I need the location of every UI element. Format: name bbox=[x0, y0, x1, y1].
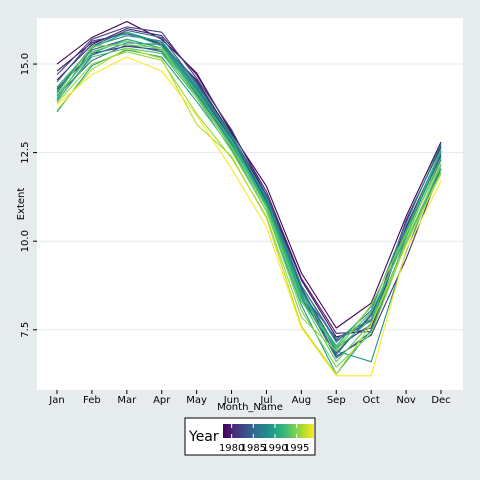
series-line bbox=[56, 20, 442, 329]
legend-tick-label: 1980 bbox=[219, 443, 244, 454]
y-axis-title: Extent bbox=[16, 188, 27, 221]
y-tick-label: 10.0 bbox=[20, 230, 31, 252]
x-axis-ticks: Jan Feb Mar Apr May Jun Jul Aug Sep Oct Nov Dec bbox=[48, 390, 451, 406]
x-tick-label: Apr bbox=[153, 395, 171, 406]
legend-tick-label: 1985 bbox=[241, 443, 266, 454]
legend-tick-label: 1990 bbox=[262, 443, 287, 454]
y-grid bbox=[37, 63, 463, 331]
y-tick-label: 7.5 bbox=[20, 322, 31, 338]
y-tick-label: 12.5 bbox=[20, 141, 31, 163]
series-line bbox=[56, 44, 442, 368]
legend-tick-label: 1995 bbox=[284, 443, 309, 454]
x-tick-label: Jan bbox=[48, 395, 64, 406]
x-tick-label: Jul bbox=[259, 395, 272, 406]
x-tick-label: May bbox=[186, 395, 207, 406]
x-tick-label: Dec bbox=[431, 395, 450, 406]
x-axis-title: Month_Name bbox=[217, 402, 283, 413]
plot-background bbox=[37, 18, 463, 390]
x-tick-label: Sep bbox=[327, 395, 346, 406]
series-line bbox=[56, 31, 442, 350]
series-line bbox=[56, 47, 442, 375]
y-axis-ticks: 7.5 10.0 12.5 15.0 bbox=[20, 53, 37, 338]
series-lines bbox=[56, 20, 442, 377]
series-line bbox=[56, 35, 442, 363]
legend-title: Year bbox=[188, 429, 219, 445]
x-tick-label: Jun bbox=[223, 395, 240, 406]
y-tick-label: 15.0 bbox=[20, 53, 31, 75]
legend-colorbar bbox=[223, 424, 314, 438]
x-tick-label: Feb bbox=[83, 395, 101, 406]
x-tick-label: Aug bbox=[292, 395, 312, 406]
x-tick-label: Nov bbox=[396, 395, 416, 406]
x-tick-label: Oct bbox=[363, 395, 380, 406]
series-line bbox=[56, 40, 442, 363]
series-line bbox=[56, 56, 442, 377]
x-tick-label: Mar bbox=[117, 395, 137, 406]
